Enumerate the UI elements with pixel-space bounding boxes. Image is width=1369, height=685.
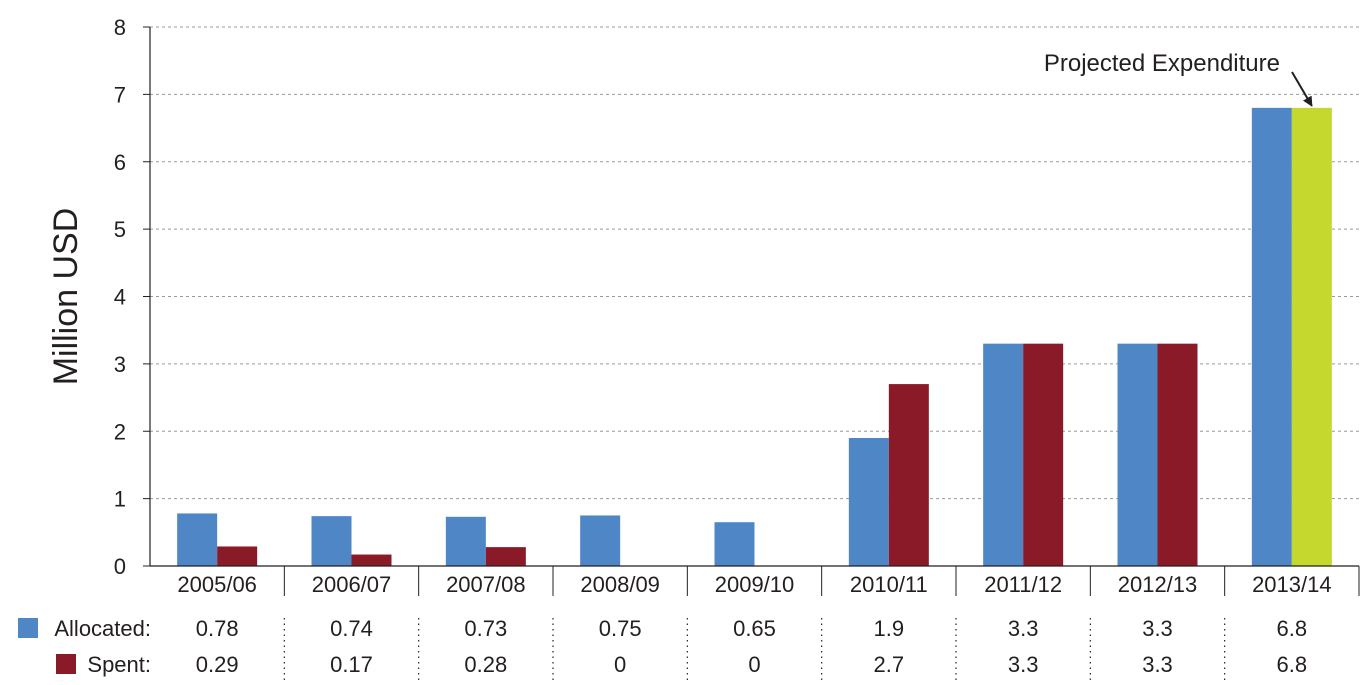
bar-allocated-2006-07 [312, 516, 352, 566]
bar-allocated-2007-08 [446, 517, 486, 566]
data-label: 0.28 [464, 652, 507, 677]
bar-allocated-2011-12 [983, 344, 1023, 566]
data-label: 3.3 [1142, 616, 1173, 641]
x-category-label: 2006/07 [312, 572, 392, 597]
bar-spent-2007-08 [486, 547, 526, 566]
data-label: 0 [748, 652, 760, 677]
data-label: 3.3 [1008, 652, 1039, 677]
legend-label-allocated: Allocated: [54, 616, 151, 641]
bar-allocated-2012-13 [1118, 344, 1158, 566]
y-tick-label: 0 [114, 554, 126, 579]
x-category-label: 2008/09 [580, 572, 660, 597]
y-tick-label: 2 [114, 419, 126, 444]
bar-spent-2010-11 [889, 384, 929, 566]
bar-allocated-2010-11 [849, 438, 889, 566]
bar-spent-2005-06 [217, 546, 257, 566]
legend-swatch-allocated [18, 618, 38, 638]
data-label: 0.29 [196, 652, 239, 677]
data-label: 0.78 [196, 616, 239, 641]
bar-spent-2013-14 [1292, 108, 1332, 566]
bar-allocated-2005-06 [177, 513, 217, 566]
bar-allocated-2013-14 [1252, 108, 1292, 566]
x-category-label: 2013/14 [1252, 572, 1332, 597]
y-tick-label: 1 [114, 487, 126, 512]
data-label: 0.75 [599, 616, 642, 641]
y-tick-label: 6 [114, 150, 126, 175]
x-category-label: 2011/12 [984, 572, 1062, 597]
data-label: 0.65 [733, 616, 776, 641]
data-label: 0.74 [330, 616, 373, 641]
y-tick-label: 4 [114, 285, 126, 310]
data-label: 0.17 [330, 652, 373, 677]
legend-swatch-spent [56, 654, 76, 674]
data-label: 2.7 [874, 652, 905, 677]
x-category-label: 2005/06 [177, 572, 257, 597]
x-category-label: 2010/11 [850, 572, 928, 597]
x-category-label: 2009/10 [715, 572, 795, 597]
legend-label-spent: Spent: [87, 652, 151, 677]
bar-allocated-2008-09 [580, 515, 620, 566]
y-tick-label: 8 [114, 15, 126, 40]
annotation-text: Projected Expenditure [1044, 50, 1280, 77]
y-axis-title: Million USD [47, 208, 85, 386]
bar-spent-2011-12 [1023, 344, 1063, 566]
y-tick-label: 3 [114, 352, 126, 377]
x-category-label: 2012/13 [1118, 572, 1198, 597]
bar-spent-2006-07 [352, 555, 392, 566]
data-label: 3.3 [1142, 652, 1173, 677]
data-label: 0 [614, 652, 626, 677]
data-label: 6.8 [1277, 652, 1308, 677]
x-category-label: 2007/08 [446, 572, 526, 597]
y-tick-label: 5 [114, 217, 126, 242]
data-label: 6.8 [1277, 616, 1308, 641]
annotation-arrow [1292, 72, 1312, 106]
bar-allocated-2009-10 [715, 522, 755, 566]
data-label: 0.73 [464, 616, 507, 641]
y-tick-label: 7 [114, 82, 126, 107]
data-label: 1.9 [874, 616, 905, 641]
bar-spent-2012-13 [1158, 344, 1198, 566]
data-label: 3.3 [1008, 616, 1039, 641]
